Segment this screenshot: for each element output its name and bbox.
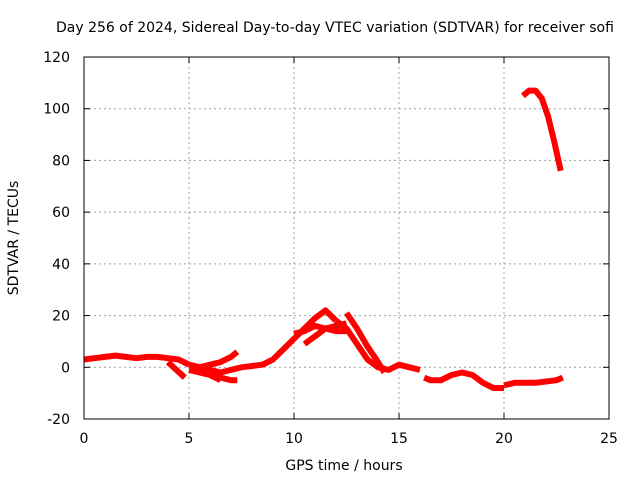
x-tick-label: 20 [495,431,513,447]
chart-title: Day 256 of 2024, Sidereal Day-to-day VTE… [56,20,614,36]
series-line-branch-9 [334,318,421,373]
plot-frame [83,56,610,420]
y-tick-label: 100 [43,102,70,118]
x-tick-label: 15 [390,431,408,447]
x-tick-label: 10 [285,431,303,447]
series-line-branch-12 [520,87,564,172]
series-line-branch-6 [293,322,347,337]
y-tick-label: 120 [43,50,70,66]
series-line-branch-10 [423,369,504,391]
series-line-main-trace [83,352,191,368]
series-line-branch-4 [198,349,240,371]
x-axis-label: GPS time / hours [285,458,402,474]
series-line-branch-8 [344,311,387,375]
y-tick-label: 20 [52,309,70,325]
y-axis-label: SDTVAR / TECUs [6,181,22,296]
series-line-branch-5 [188,307,339,376]
chart-series [83,87,564,391]
chart-ticks [83,56,610,420]
chart-grid [84,57,609,419]
x-tick-label: 0 [80,431,89,447]
y-tick-label: 0 [61,360,70,376]
series-line-branch-11 [503,374,564,389]
series-line-branch-3 [188,366,222,383]
y-tick-label: 40 [52,257,70,273]
x-tick-label: 25 [600,431,618,447]
x-tick-label: 5 [185,431,194,447]
y-tick-label: -20 [47,412,70,428]
y-tick-label: 60 [52,205,70,221]
series-line-branch-1 [165,359,187,380]
y-tick-label: 80 [52,153,70,169]
